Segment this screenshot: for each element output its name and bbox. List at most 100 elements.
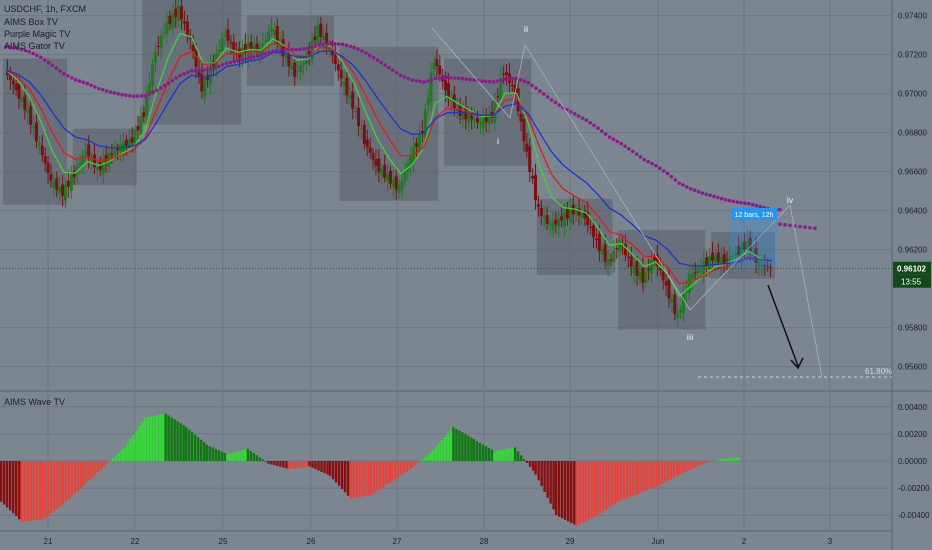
candle-body: [766, 266, 770, 268]
osc-bar: [731, 458, 734, 461]
osc-bar: [590, 461, 593, 519]
osc-bar: [420, 460, 423, 461]
osc-bar: [558, 461, 561, 517]
magic-dot: [363, 51, 368, 55]
magic-dot: [460, 76, 465, 81]
osc-bar: [519, 455, 523, 461]
osc-bar: [194, 434, 197, 461]
magic-dot: [131, 94, 136, 99]
magic-dot: [127, 93, 132, 98]
candle-body: [69, 174, 73, 191]
candle-body: [400, 180, 404, 190]
magic-dot: [808, 225, 812, 230]
candle-body: [734, 253, 738, 257]
magic-dot: [100, 87, 105, 92]
candle-body: [705, 257, 709, 267]
candle-body: [238, 48, 242, 58]
time-tick-label: Jun: [652, 537, 665, 546]
osc-bar: [82, 461, 85, 486]
magic-dot: [50, 63, 55, 68]
osc-bar: [132, 434, 135, 461]
candle-body: [542, 216, 546, 218]
candle-body: [510, 84, 514, 87]
osc-bar: [669, 461, 673, 480]
osc-bar: [35, 461, 38, 521]
magic-dot: [673, 178, 678, 182]
candle-body: [711, 252, 715, 262]
candle-body: [255, 43, 259, 53]
indicator-box: AIMS Box TV: [4, 17, 58, 27]
osc-bar: [405, 461, 408, 472]
candle-body: [267, 32, 271, 42]
candle-body: [177, 5, 181, 21]
candle-body: [52, 181, 56, 188]
osc-bar: [308, 461, 311, 467]
osc-bar: [663, 461, 667, 483]
osc-bar: [599, 461, 602, 514]
osc-bar: [211, 447, 214, 461]
time-tick-label: 25: [219, 537, 228, 546]
magic-dot: [201, 68, 206, 73]
candle-body: [272, 29, 276, 35]
magic-dot: [553, 100, 558, 105]
candle-body: [81, 154, 85, 164]
candle-body: [536, 204, 540, 207]
magic-dot: [696, 189, 701, 194]
magic-dot: [758, 204, 763, 209]
candle-body: [145, 96, 149, 116]
osc-tick-label: 0.00000: [898, 457, 927, 466]
magic-dot: [394, 71, 399, 75]
candle-body: [330, 50, 334, 56]
symbol-line: USDCHF, 1h, FXCM: [4, 4, 87, 14]
magic-dot: [11, 46, 16, 50]
candle-body: [174, 8, 178, 18]
magic-dot: [441, 75, 445, 80]
osc-bar: [437, 443, 441, 461]
osc-bar: [379, 461, 382, 490]
osc-bar: [531, 461, 535, 471]
candle-body: [432, 62, 436, 70]
candle-body: [333, 54, 337, 64]
magic-dot: [240, 58, 244, 62]
time-tick-label: 27: [393, 537, 402, 546]
magic-dot: [77, 79, 82, 83]
osc-bar: [299, 461, 303, 468]
osc-bar: [282, 461, 285, 468]
candle-body: [731, 255, 735, 257]
magic-dot: [452, 76, 457, 80]
osc-bar: [525, 461, 529, 463]
osc-bar: [402, 461, 405, 474]
magic-dot: [402, 75, 407, 79]
osc-bar: [505, 449, 508, 461]
osc-bar: [12, 461, 15, 514]
candle-body: [87, 144, 91, 158]
candle-body: [217, 49, 221, 51]
candle-body: [693, 272, 697, 274]
osc-bar: [625, 461, 629, 499]
candle-body: [571, 204, 575, 215]
magic-dot: [445, 75, 449, 80]
magic-dot: [727, 198, 732, 203]
osc-bar: [672, 461, 676, 478]
osc-bar: [349, 461, 352, 499]
osc-bar: [396, 461, 399, 478]
candle-body: [655, 254, 659, 267]
magic-dot: [658, 166, 662, 171]
candle-body: [249, 42, 253, 51]
candle-body: [26, 110, 30, 114]
magic-dot: [406, 76, 411, 81]
magic-dot: [375, 58, 380, 62]
candle-body: [307, 50, 311, 55]
magic-dot: [255, 54, 260, 59]
magic-dot: [27, 49, 32, 54]
osc-bar: [698, 461, 702, 466]
candle-body: [151, 64, 155, 86]
osc-bar: [241, 450, 244, 461]
candle-body: [43, 156, 47, 164]
magic-dot: [642, 157, 647, 162]
magic-dot: [58, 69, 62, 73]
magic-dot: [305, 46, 310, 51]
osc-bar: [493, 451, 496, 461]
osc-bar: [390, 461, 393, 482]
